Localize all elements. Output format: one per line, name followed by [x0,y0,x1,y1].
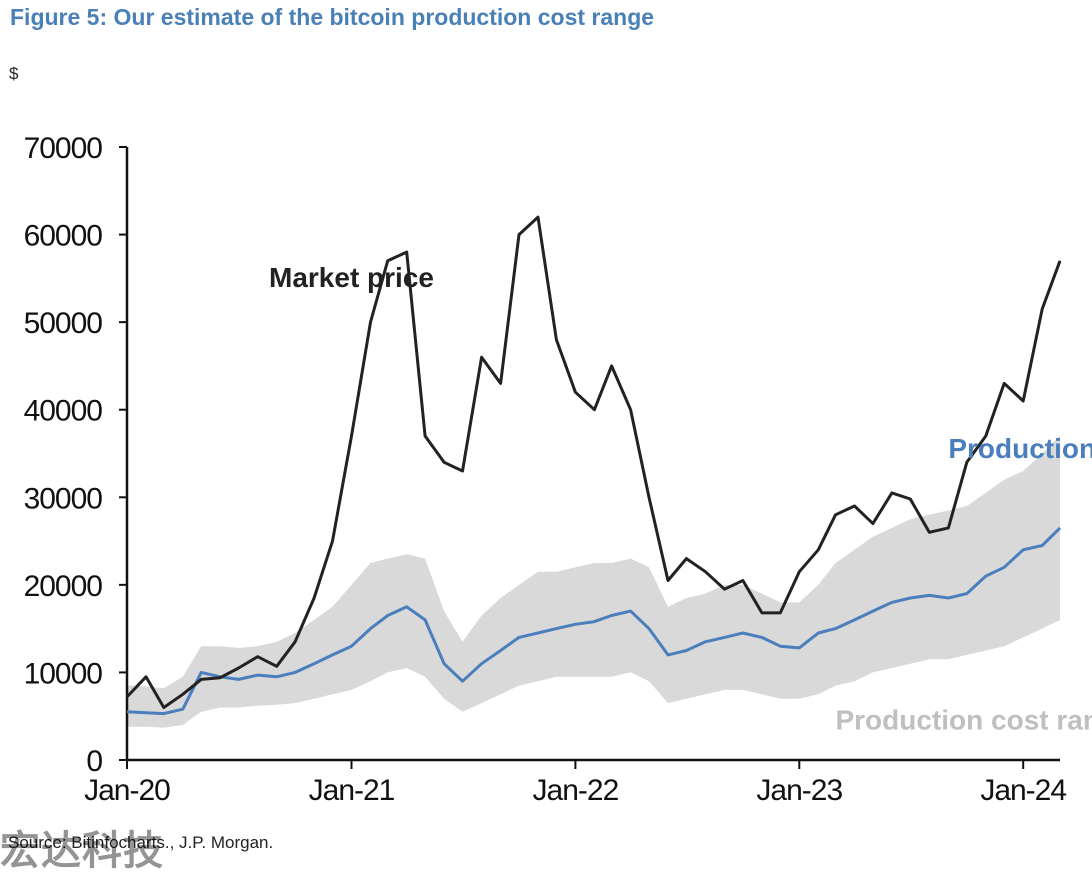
y-tick-label: 20000 [24,570,103,603]
y-tick-label: 30000 [24,482,103,515]
y-tick-label: 0 [86,745,102,778]
production-cost-range-label: Production cost range [835,704,1092,735]
x-tick-label: Jan-23 [756,774,842,807]
market-price-label: Market price [269,262,434,293]
series-lines-layer [125,215,1062,716]
x-tick-label: Jan-20 [84,774,170,807]
y-tick-label: 40000 [24,395,103,428]
market-price-line [125,215,1062,709]
y-axis-unit-label: $ [9,64,19,83]
production-cost-label: Production cost [948,433,1092,464]
axes-layer: 0 10000 20000 30000 40000 50000 60000 70000 Jan-… [24,132,1068,807]
x-tick-label: Jan-21 [309,774,395,807]
y-tick-label: 50000 [24,307,103,340]
production-cost-line [126,526,1062,716]
y-tick-label: 10000 [24,657,103,690]
watermark-logo: 宏达科技 [0,828,164,874]
series-labels-layer: Market price Production cost Production co… [269,262,1092,735]
production-cost-range-area [127,436,1060,728]
production-cost-range-area-layer [127,436,1060,728]
x-tick-label: Jan-22 [533,774,619,807]
chart-title: Figure 5: Our estimate of the bitcoin pr… [10,4,655,30]
y-tick-label: 60000 [24,220,103,253]
x-tick-label: Jan-24 [980,774,1066,807]
y-tick-label: 70000 [24,132,103,165]
source-note: Source: Bitinfocharts., J.P. Morgan. [8,833,274,852]
